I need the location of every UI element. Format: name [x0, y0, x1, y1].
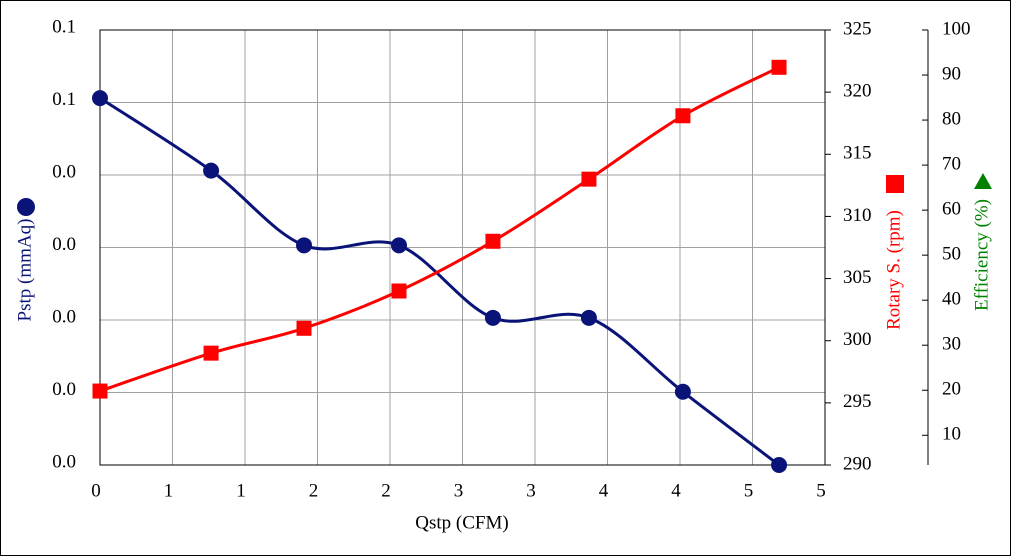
data-point [674, 383, 691, 400]
data-point [484, 309, 501, 326]
y3-tick-label: 50 [942, 244, 961, 265]
data-point [675, 108, 691, 124]
data-point [296, 320, 312, 336]
x-tick-label: 3 [454, 480, 464, 501]
y2-tick-label: 325 [843, 18, 872, 39]
data-point [580, 309, 597, 326]
y2-tick-label: 295 [843, 391, 872, 412]
plot-border [99, 29, 826, 466]
y2-tick-label: 305 [843, 267, 872, 288]
data-point [92, 383, 108, 399]
data-point [581, 171, 597, 187]
x-tick-label: 3 [526, 480, 536, 501]
axis-title: Pstp (mmAq) [14, 219, 35, 322]
x-tick-label: 5 [816, 480, 826, 501]
x-tick-label: 5 [744, 480, 754, 501]
data-point [391, 283, 407, 299]
series-line [99, 65, 780, 393]
x-tick-label: 2 [381, 480, 391, 501]
x-tick-label: 2 [309, 480, 319, 501]
y3-tick-label: 90 [942, 63, 961, 84]
y2-tick-label: 310 [843, 205, 872, 226]
data-point [296, 237, 313, 254]
y3-tick-label: 30 [942, 334, 961, 355]
y2-tick-label: 315 [843, 143, 872, 164]
y3-tick-label: 20 [942, 379, 961, 400]
x-tick-label: 1 [164, 480, 174, 501]
x-axis-title: Qstp (CFM) [415, 512, 508, 533]
y3-tick-label: 40 [942, 289, 961, 310]
data-point [92, 90, 108, 107]
y2-tick-label: 290 [843, 453, 872, 474]
axis-title: Rotary S. (rpm) [883, 210, 904, 330]
legend-marker [17, 198, 35, 216]
x-tick-label: 4 [671, 480, 681, 501]
y3-tick-label: 70 [942, 153, 961, 174]
x-tick-label: 4 [599, 480, 609, 501]
y-tick-label: 0.1 [52, 16, 76, 37]
data-point [203, 162, 220, 179]
y-tick-label: 0.0 [52, 161, 76, 182]
y2-tick-label: 320 [843, 81, 872, 102]
y2-tick-label: 300 [843, 329, 872, 350]
series-line [99, 96, 780, 467]
y3-tick-label: 10 [942, 424, 961, 445]
data-point [203, 345, 219, 361]
y-tick-label: 0.0 [52, 379, 76, 400]
x-tick-label: 1 [236, 480, 246, 501]
axis-title: Efficiency (%) [971, 199, 992, 311]
y3-tick-label: 100 [942, 18, 971, 39]
data-point [771, 457, 788, 473]
data-point [390, 237, 407, 254]
data-point [485, 233, 501, 249]
y3-tick-label: 80 [942, 108, 961, 129]
legend-marker [886, 175, 904, 193]
x-tick-label: 0 [91, 480, 101, 501]
y3-tick-label: 60 [942, 198, 961, 219]
y-tick-label: 0.0 [52, 306, 76, 327]
data-point [771, 59, 787, 75]
y-tick-label: 0.0 [52, 234, 76, 255]
y-tick-label: 0.1 [52, 89, 76, 110]
y-tick-label: 0.0 [52, 451, 76, 472]
legend-marker [974, 173, 992, 189]
